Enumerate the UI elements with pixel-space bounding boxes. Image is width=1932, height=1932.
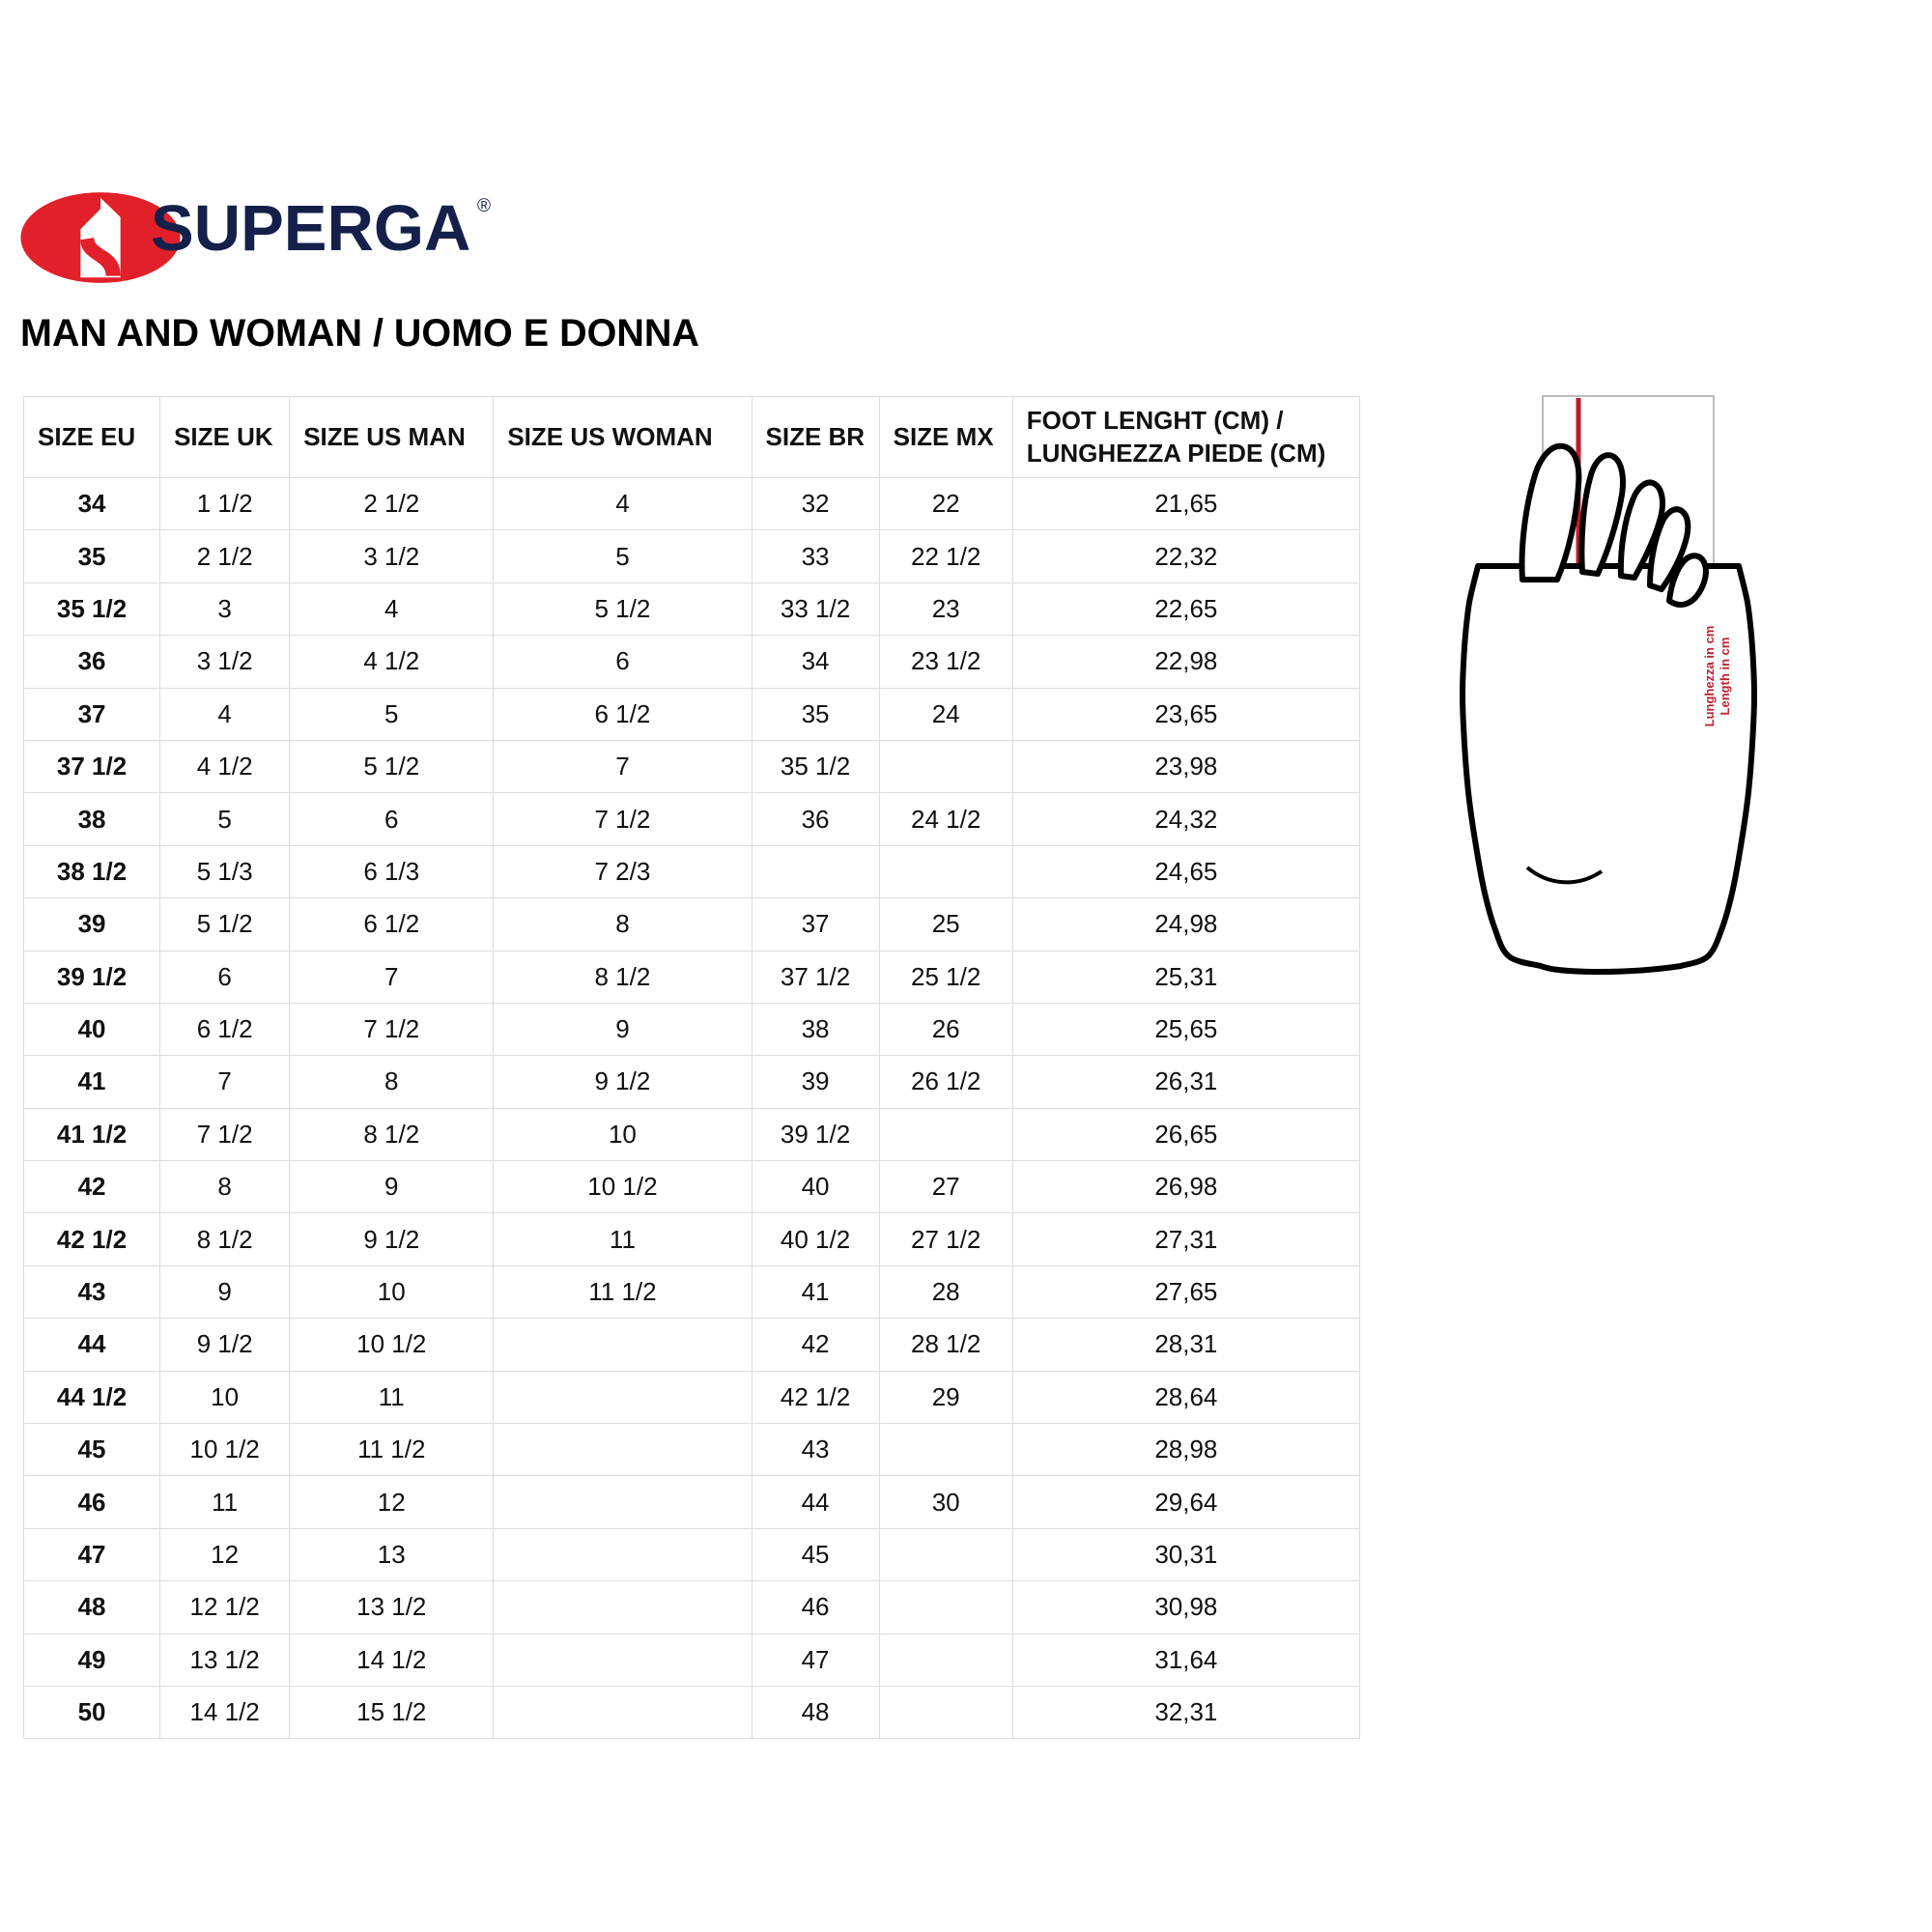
svg-text:Length in cm: Length in cm	[1718, 638, 1732, 716]
svg-text:Lunghezza in cm: Lunghezza in cm	[1702, 626, 1717, 727]
